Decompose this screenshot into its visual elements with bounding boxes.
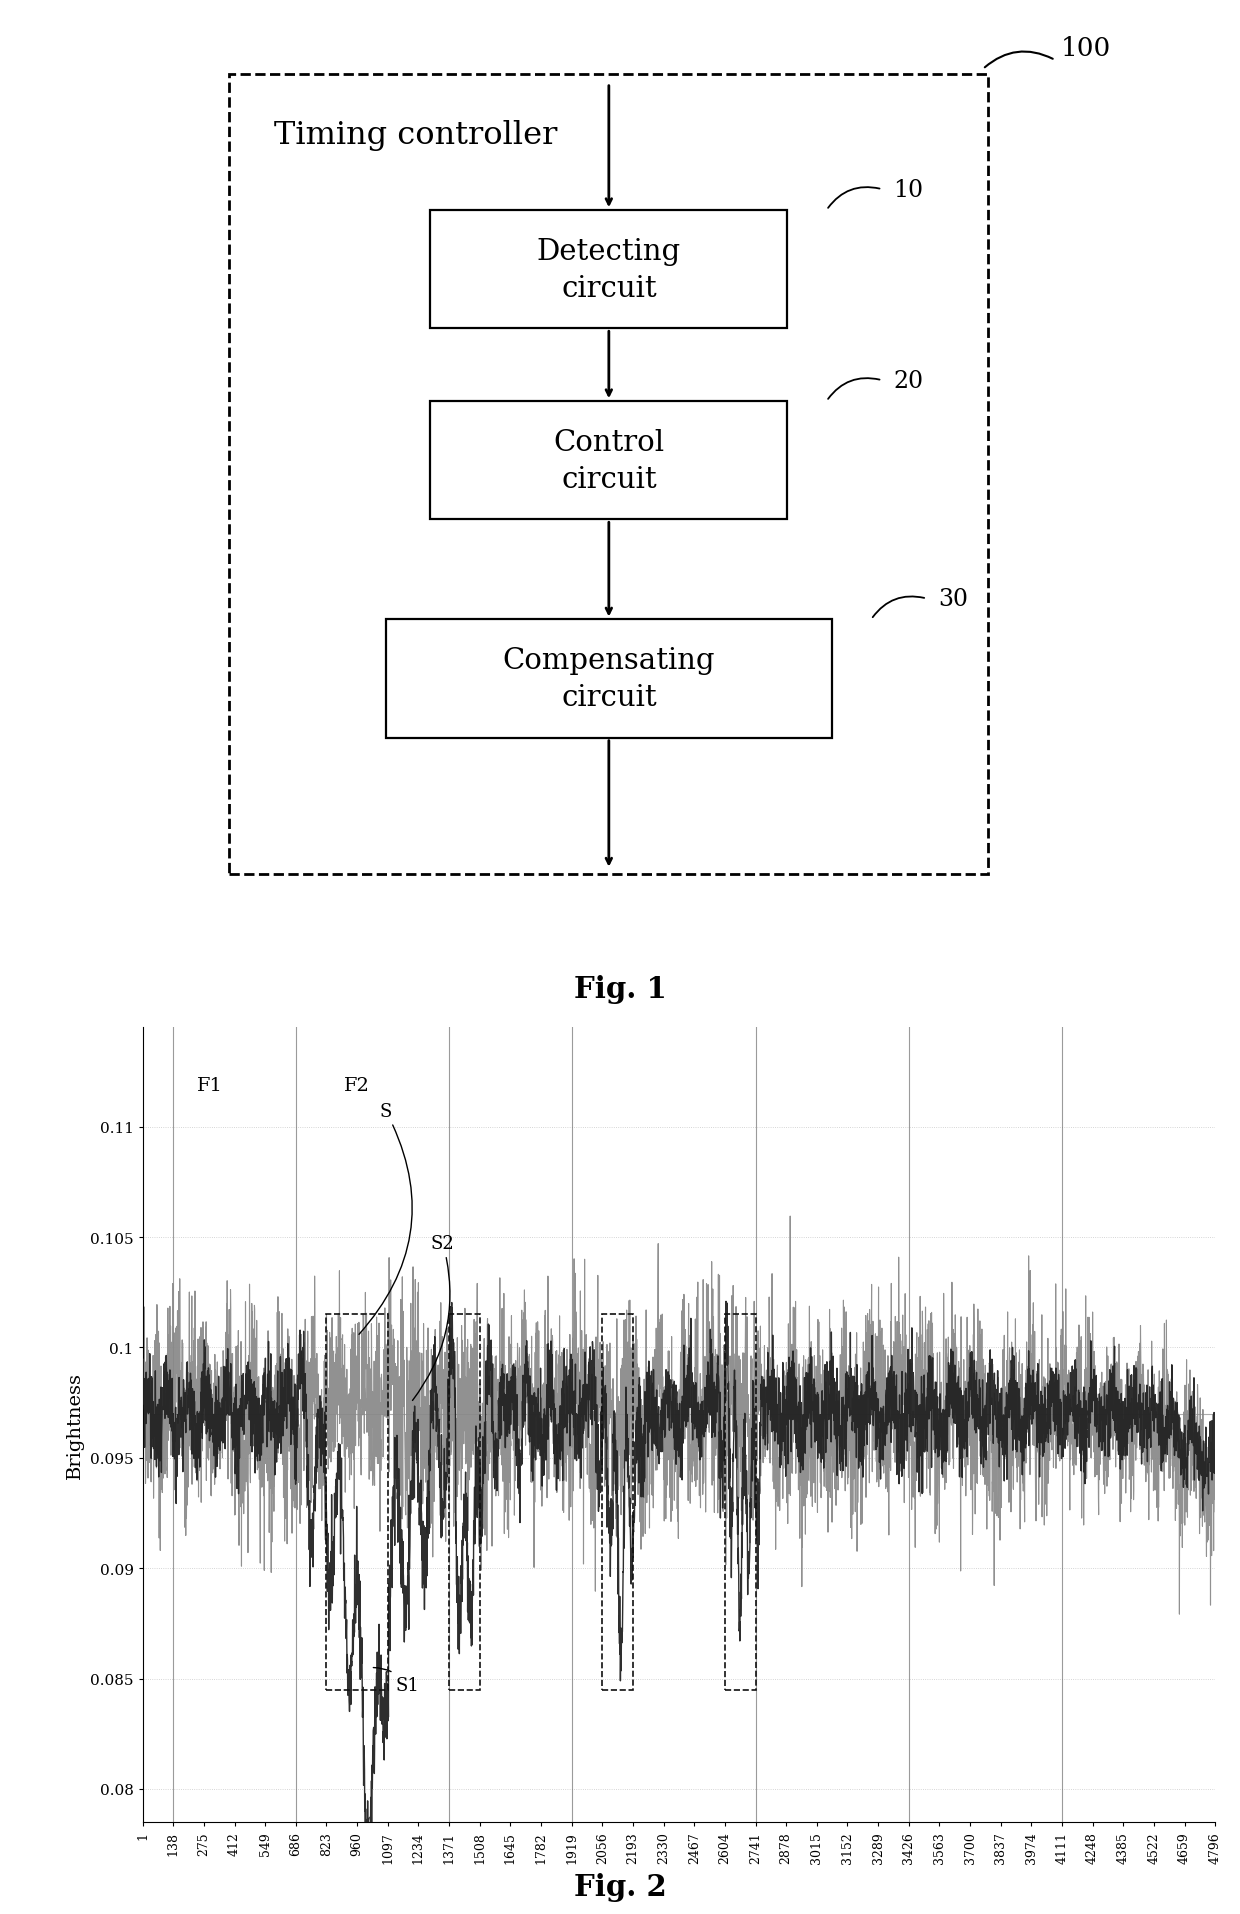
Bar	[386, 620, 832, 739]
Text: 20: 20	[893, 369, 924, 392]
FancyArrowPatch shape	[873, 597, 924, 618]
Bar	[229, 75, 988, 875]
Text: Control
circuit: Control circuit	[553, 429, 665, 494]
Bar	[449, 1315, 480, 1690]
Text: S1: S1	[373, 1667, 419, 1694]
Text: 10: 10	[893, 178, 924, 201]
FancyArrowPatch shape	[828, 379, 879, 400]
FancyArrowPatch shape	[828, 188, 879, 209]
Bar	[430, 402, 787, 521]
Text: 100: 100	[1061, 36, 1111, 61]
Bar	[725, 1315, 755, 1690]
Text: Timing controller: Timing controller	[274, 121, 558, 151]
Text: 30: 30	[939, 588, 968, 611]
Text: F2: F2	[345, 1076, 370, 1095]
Text: F1: F1	[197, 1076, 222, 1095]
Bar	[430, 211, 787, 329]
Text: Fig. 1: Fig. 1	[574, 974, 666, 1003]
Bar	[603, 1315, 632, 1690]
Text: Detecting
circuit: Detecting circuit	[537, 237, 681, 302]
FancyArrowPatch shape	[985, 52, 1053, 69]
Text: S: S	[358, 1102, 412, 1334]
Y-axis label: Brightness: Brightness	[67, 1372, 84, 1478]
Bar	[326, 1315, 388, 1690]
Text: Compensating
circuit: Compensating circuit	[502, 647, 715, 712]
Text: S2: S2	[413, 1235, 455, 1401]
Text: Fig. 2: Fig. 2	[574, 1872, 666, 1901]
